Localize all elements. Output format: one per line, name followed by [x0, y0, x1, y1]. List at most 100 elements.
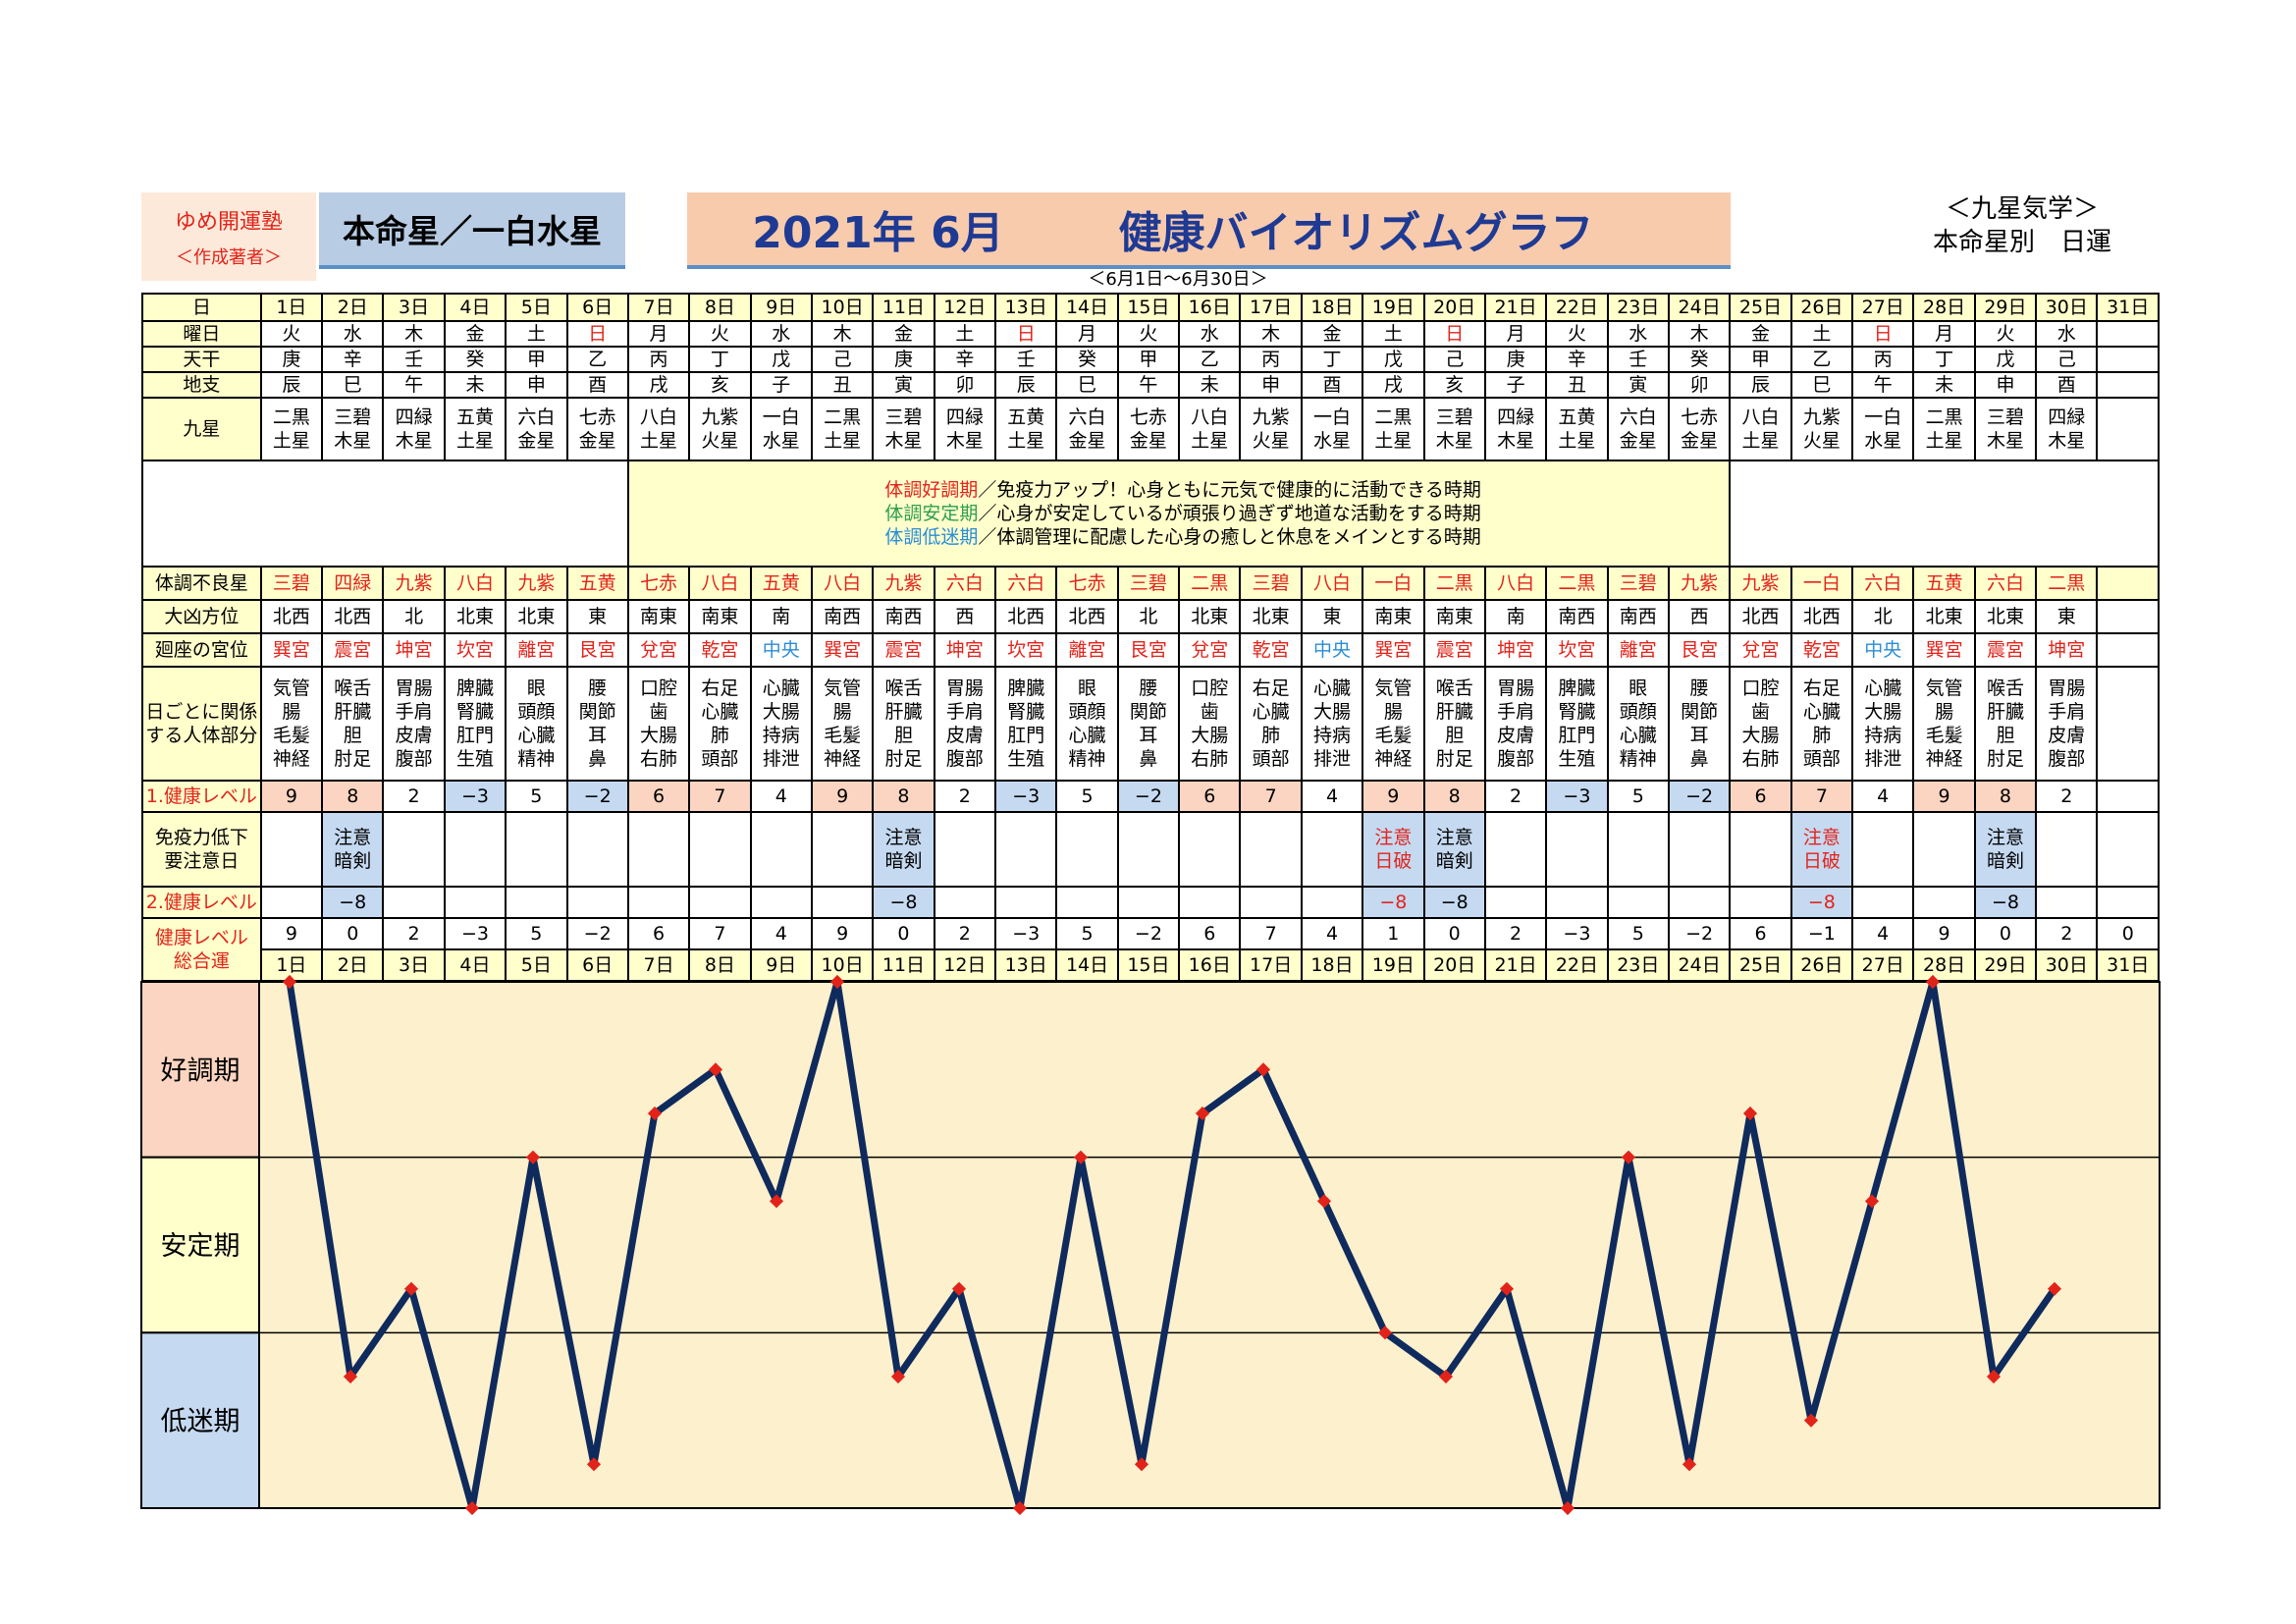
- body-part: 口腔: [1741, 677, 1780, 699]
- body-part: 肺: [1812, 725, 1832, 746]
- total-row-cell: −2: [565, 917, 629, 950]
- caution-row-cell: 注意 日破: [1362, 811, 1425, 888]
- kaiza-row-cell: 震宮: [872, 632, 935, 668]
- body-part: 精神: [1068, 748, 1106, 770]
- body-part: 頭部: [1252, 748, 1290, 770]
- body-part: 耳: [1689, 725, 1709, 746]
- series-line: [286, 978, 2057, 1512]
- kyusei-part: 四緑: [395, 406, 433, 428]
- data-point: [1742, 1106, 1758, 1121]
- data-point: [343, 1369, 358, 1384]
- body-row-cell: 心臓 大腸 持病 排泄: [1851, 666, 1915, 782]
- body-part: 喉舌: [884, 677, 923, 699]
- caution-part: 注意: [334, 827, 372, 848]
- body-part: 手肩: [1497, 701, 1535, 723]
- kyusei-part: 三碧: [1435, 406, 1473, 428]
- kyusei-part: 四緑: [945, 406, 984, 428]
- caution-row-cell: [2096, 811, 2160, 888]
- day-row-bottom-cell: 12日: [933, 948, 997, 982]
- kaiza-row-cell: 巽宮: [259, 632, 324, 668]
- body-part: 持病: [1312, 725, 1351, 746]
- daikyo-row-cell: 南東: [1422, 599, 1486, 634]
- level1-row-cell: 9: [259, 780, 324, 813]
- daikyo-row-label: 大凶方位: [141, 599, 262, 634]
- day-row-cell: 15日: [1116, 293, 1181, 322]
- chishi-row-label: 地支: [141, 371, 262, 399]
- daikyo-row-cell: 南東: [1362, 599, 1425, 634]
- brand-box: ゆめ開運塾 ＜作成著者＞: [141, 192, 316, 281]
- kaiza-row-cell: 艮宮: [565, 632, 629, 668]
- caution-row-cell: [259, 811, 324, 888]
- chishi-row-cell: [2096, 371, 2160, 399]
- chishi-row-cell: 戌: [626, 371, 691, 399]
- kyusei-row-cell: 九紫 火星: [1239, 397, 1303, 461]
- level2-row-cell: [749, 886, 813, 919]
- day-row-cell: 26日: [1789, 293, 1854, 322]
- kaiza-row-cell: 離宮: [505, 632, 568, 668]
- level2-row-cell: [810, 886, 875, 919]
- body-part: 排泄: [1312, 748, 1351, 770]
- caution-row-cell: [1545, 811, 1609, 888]
- tenkan-row-cell: 甲: [1729, 346, 1792, 373]
- data-point: [1073, 1150, 1089, 1164]
- kaiza-row-cell: 震宮: [321, 632, 385, 668]
- body-part: 肘足: [1986, 748, 2024, 770]
- level1-row-cell: −3: [1545, 780, 1609, 813]
- tenkan-row-cell: 己: [810, 346, 875, 373]
- level1-row-cell: 2: [382, 780, 446, 813]
- body-row-cell: 気管腸毛髪 神経: [810, 666, 875, 782]
- weekday-row-cell: 木: [382, 320, 446, 348]
- band-label-box: [140, 981, 260, 1159]
- body-part: 歯: [649, 701, 668, 723]
- tenkan-row-cell: 丙: [1239, 346, 1303, 373]
- level2-row-label: 2.健康レベル: [141, 886, 262, 919]
- kaiza-row-cell: 坤宮: [1483, 632, 1548, 668]
- body-part: 頭顔: [517, 701, 556, 723]
- body-part: 腹部: [395, 748, 433, 770]
- day-row-cell: 12日: [933, 293, 997, 322]
- kaiza-row-cell: 震宮: [1422, 632, 1486, 668]
- kyusei-part: 二黒: [272, 406, 310, 428]
- level1-row-cell: 7: [1239, 780, 1303, 813]
- body-part: 眼: [1078, 677, 1097, 699]
- level2-row: 2.健康レベル −8 −8 −8 −8 −8 −8: [141, 886, 2160, 919]
- furyo-row-cell: 七赤: [1055, 566, 1119, 601]
- tenkan-row-cell: 丁: [1912, 346, 1976, 373]
- day-row-cell: 4日: [443, 293, 507, 322]
- kyusei-part: 三碧: [334, 406, 372, 428]
- daikyo-row-cell: 北東: [443, 599, 507, 634]
- kyusei-row-cell: 七赤 金星: [1667, 397, 1732, 461]
- body-part: 気管: [1925, 677, 1963, 699]
- kyusei-part: 八白: [640, 406, 678, 428]
- kyusei-row-cell: 五黄 土星: [1545, 397, 1609, 461]
- level2-row-cell: [626, 886, 691, 919]
- kaiza-row: 廻座の宮位 巽宮 震宮 坤宮 坎宮 離宮 艮宮 兌宮 乾宮 中央 巽宮 震宮 坤宮 坎宮 離宮 艮宮 兌宮 乾宮中…: [141, 632, 2160, 668]
- kyusei-row-cell: 三碧 木星: [872, 397, 935, 461]
- kyusei-row-cell: 二黒 土星: [259, 397, 324, 461]
- day-row-bottom-cell: 22日: [1545, 948, 1609, 982]
- kyusei-part: 火星: [701, 430, 739, 452]
- weekday-row-cell: 火: [688, 320, 752, 348]
- data-point: [769, 1194, 784, 1209]
- level2-row-cell: [382, 886, 446, 919]
- kyusei-line-2: 本命星別 日運: [1932, 228, 2111, 257]
- kaiza-row-cell: 乾宮: [1239, 632, 1303, 668]
- body-part: 肺: [710, 725, 729, 746]
- tenkan-row-cell: 丙: [626, 346, 691, 373]
- date-range: ＜6月1日～6月30日＞: [1088, 269, 1268, 290]
- weekday-row-cell: 水: [749, 320, 813, 348]
- daikyo-row-cell: 北東: [505, 599, 568, 634]
- chishi-row-cell: 未: [443, 371, 507, 399]
- weekday-row-cell: 火: [1973, 320, 2038, 348]
- day-row-bottom-cell: 20日: [1422, 948, 1486, 982]
- body-part: 腹部: [945, 748, 984, 770]
- body-part: 歯: [1200, 701, 1219, 723]
- body-part: 胃腸: [945, 677, 984, 699]
- level2-row-cell: [1483, 886, 1548, 919]
- body-part: 胆: [893, 725, 913, 746]
- total-row-cell: −3: [443, 917, 507, 950]
- body-part: 毛髪: [824, 725, 862, 746]
- total-row-cell: 4: [1851, 917, 1915, 950]
- weekday-row-cell: 日: [565, 320, 629, 348]
- kyusei-part: 木星: [884, 430, 923, 452]
